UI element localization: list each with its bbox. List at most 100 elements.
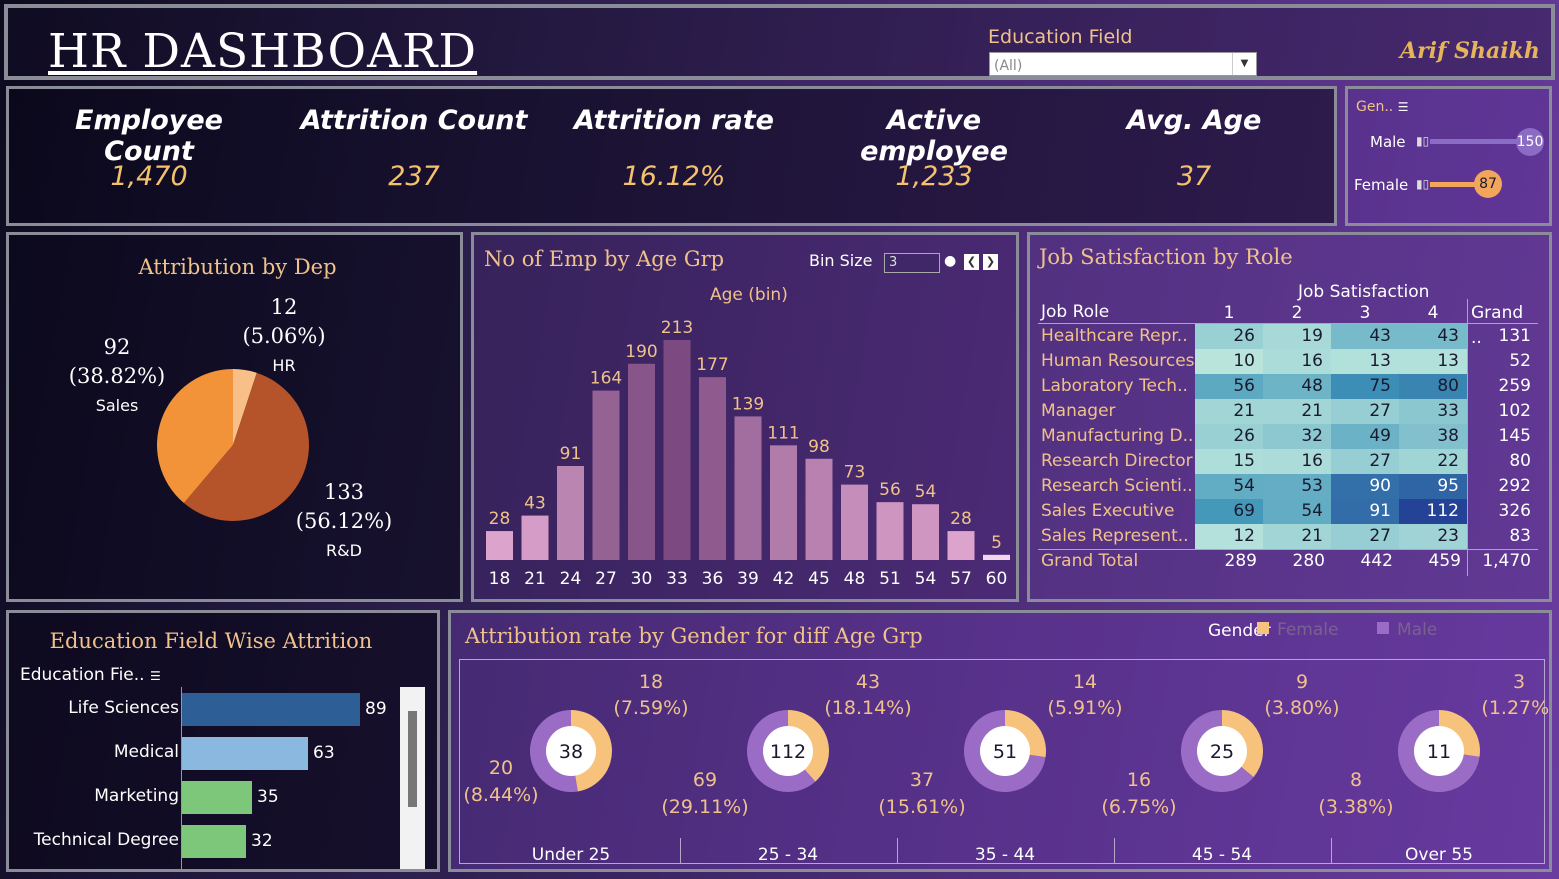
gender-donut-charts: 38 18 (7.59%) 20 (8.44%) Under 25 112 43 (18.14%… bbox=[451, 613, 1549, 869]
chevron-left-icon[interactable]: ❮ bbox=[964, 254, 979, 270]
heat-cell: 19 bbox=[1263, 324, 1331, 349]
donut-hole bbox=[763, 726, 813, 776]
grand-total-label: Grand Total bbox=[1041, 551, 1139, 571]
kpi-avg-age-value: 37 bbox=[1176, 161, 1212, 192]
column-header: 1 bbox=[1223, 303, 1235, 323]
job-satisfaction-table: 1 2 3 4 Grand .. Healthcare Repr.. 26 19 43 43 131… bbox=[1030, 235, 1549, 599]
legend-female-swatch[interactable] bbox=[1257, 622, 1269, 634]
age-group-panel: No of Emp by Age Grp Bin Size 3 ● ❮ ❯ Ag… bbox=[471, 232, 1019, 602]
job-role-label: Healthcare Repr.. bbox=[1041, 326, 1188, 346]
heat-cell: 27 bbox=[1331, 449, 1399, 474]
bin-size-value: 3 bbox=[889, 255, 898, 270]
bar-chart-icon[interactable]: ▮▯ bbox=[1416, 134, 1430, 148]
scrollbar-thumb[interactable] bbox=[408, 711, 417, 807]
age-group-title: No of Emp by Age Grp bbox=[484, 247, 725, 271]
pie-slice-hr bbox=[233, 369, 257, 445]
bar-chart-icon[interactable]: ▮▯ bbox=[1416, 177, 1430, 191]
donut-total-label: 11 bbox=[1427, 741, 1451, 763]
histogram-bar bbox=[628, 363, 655, 560]
job-satisfaction-column-header: Job Satisfaction bbox=[1298, 282, 1430, 302]
female-slider[interactable] bbox=[1430, 182, 1488, 187]
grand-total-header: Grand .. bbox=[1471, 303, 1524, 348]
axis-separator bbox=[897, 838, 898, 864]
row-grand-total: 80 bbox=[1509, 451, 1531, 471]
heat-cell: 33 bbox=[1399, 399, 1467, 424]
chevron-right-icon[interactable]: ❯ bbox=[983, 254, 998, 270]
age-group-label: 45 - 54 bbox=[1191, 845, 1253, 865]
education-category-label: Technical Degree bbox=[33, 830, 179, 850]
column-header: 2 bbox=[1291, 303, 1303, 323]
filter-icon[interactable]: ☰ bbox=[149, 669, 161, 683]
sales-value-label: 92 (38.82%) Sales bbox=[57, 333, 177, 420]
education-category-label: Life Sciences bbox=[68, 698, 179, 718]
bin-size-input[interactable]: 3 bbox=[884, 253, 940, 273]
male-slider-handle[interactable]: 150 bbox=[1516, 128, 1544, 156]
donut-hole bbox=[546, 726, 596, 776]
bar-value-label: 56 bbox=[879, 480, 901, 500]
row-grand-total: 52 bbox=[1509, 351, 1531, 371]
gender-donut: 25 bbox=[1181, 710, 1263, 792]
job-role-label: Sales Represent.. bbox=[1041, 526, 1189, 546]
female-count-label: 14 bbox=[1072, 671, 1098, 693]
female-count-label: 3 bbox=[1512, 671, 1526, 693]
axis-separator bbox=[1331, 838, 1332, 864]
hr-category: HR bbox=[272, 356, 296, 375]
heat-cell: 21 bbox=[1263, 524, 1331, 549]
heat-cell: 53 bbox=[1263, 474, 1331, 499]
bar-value-label: 43 bbox=[524, 494, 546, 514]
legend-female-label[interactable]: Female bbox=[1277, 620, 1339, 640]
heat-cell: 15 bbox=[1195, 449, 1263, 474]
legend-male-swatch[interactable] bbox=[1377, 622, 1389, 634]
male-percent-label: (6.75%) bbox=[1101, 796, 1177, 818]
rnd-count: 133 bbox=[323, 480, 365, 504]
chevron-down-icon[interactable]: ▼ bbox=[1232, 53, 1256, 75]
scrollbar[interactable] bbox=[400, 687, 425, 869]
rnd-value-label: 133 (56.12%) R&D bbox=[284, 478, 404, 565]
heat-cell: 54 bbox=[1263, 499, 1331, 524]
legend-male-label[interactable]: Male bbox=[1397, 620, 1438, 640]
heat-cell: 16 bbox=[1263, 349, 1331, 374]
education-bar[interactable] bbox=[182, 825, 246, 858]
heat-cell: 26 bbox=[1195, 324, 1263, 349]
stepper-icon[interactable]: ● bbox=[944, 253, 957, 269]
x-tick-label: 27 bbox=[595, 569, 617, 589]
gender-age-title: Attribution rate by Gender for diff Age … bbox=[465, 624, 923, 648]
education-bar[interactable] bbox=[182, 737, 308, 770]
heat-cell: 80 bbox=[1399, 374, 1467, 399]
kpi-employee-count-value: 1,470 bbox=[110, 161, 188, 192]
heat-cell: 54 bbox=[1195, 474, 1263, 499]
heat-cell: 12 bbox=[1195, 524, 1263, 549]
table-divider bbox=[1467, 299, 1468, 576]
histogram-bar bbox=[876, 502, 904, 560]
kpi-attrition-rate-label: Attrition rate bbox=[574, 105, 774, 136]
gender-filter-title: Gen.. ☰ bbox=[1356, 99, 1408, 115]
female-slider-handle[interactable]: 87 bbox=[1474, 170, 1502, 198]
education-bar[interactable] bbox=[182, 693, 360, 726]
job-role-label: Sales Executive bbox=[1041, 501, 1175, 521]
heat-cell: 69 bbox=[1195, 499, 1263, 524]
male-slider[interactable] bbox=[1430, 139, 1530, 144]
department-pie-chart bbox=[156, 369, 309, 521]
male-count-label: 8 bbox=[1349, 769, 1363, 791]
education-bar[interactable] bbox=[182, 781, 252, 814]
male-percent-label: (8.44%) bbox=[463, 784, 539, 806]
histogram-bar bbox=[592, 390, 620, 560]
education-filter-value: (All) bbox=[994, 58, 1023, 74]
gender-donut: 38 bbox=[529, 710, 612, 792]
filter-icon[interactable]: ☰ bbox=[1397, 100, 1409, 114]
bar-value-label: 73 bbox=[844, 463, 866, 483]
gender-donut: 51 bbox=[964, 710, 1046, 792]
x-tick-label: 24 bbox=[560, 569, 582, 589]
x-tick-label: 21 bbox=[524, 569, 546, 589]
sales-category: Sales bbox=[95, 396, 139, 415]
heat-cell: 13 bbox=[1331, 349, 1399, 374]
heat-cell: 22 bbox=[1399, 449, 1467, 474]
education-filter-dropdown[interactable]: (All) ▼ bbox=[989, 52, 1257, 76]
education-bar-chart: Life Sciences 89 Medical 63 Marketing 35 Techn… bbox=[9, 613, 437, 869]
education-filter-label: Education Field bbox=[988, 26, 1133, 48]
x-tick-label: 33 bbox=[666, 569, 688, 589]
heat-cell: 38 bbox=[1399, 424, 1467, 449]
heat-cell: 48 bbox=[1263, 374, 1331, 399]
histogram-bar bbox=[486, 531, 513, 560]
hr-value-label: 12 (5.06%) HR bbox=[224, 293, 344, 380]
